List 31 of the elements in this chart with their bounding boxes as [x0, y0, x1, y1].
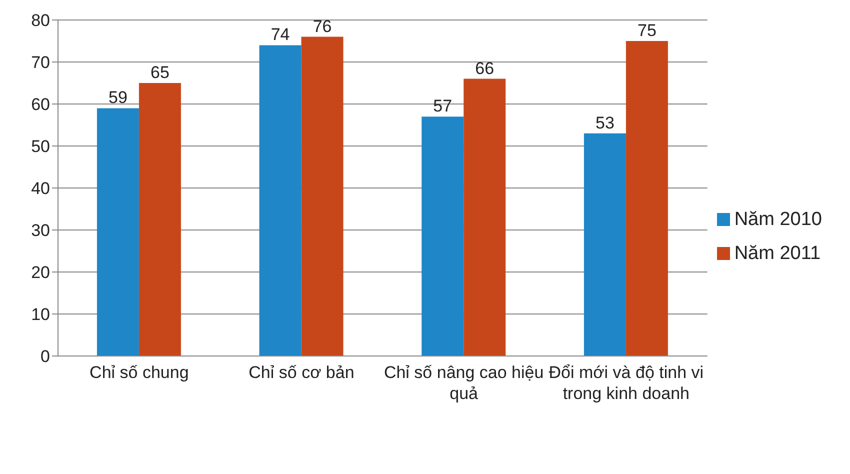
- y-tick-label: 80: [31, 11, 50, 30]
- y-tick-label: 20: [31, 263, 50, 282]
- bar: [96, 108, 139, 356]
- legend-label: Năm 2011: [734, 243, 821, 264]
- data-label: 76: [312, 16, 332, 36]
- y-tick-label: 0: [40, 347, 50, 366]
- x-tick-label: Chỉ số cơ bản: [248, 363, 354, 382]
- data-label: 65: [150, 63, 170, 82]
- x-tick-label: Chỉ số chung: [90, 363, 189, 382]
- data-label: 59: [108, 88, 128, 108]
- y-tick-label: 70: [31, 53, 50, 72]
- y-tick-label: 60: [31, 95, 50, 114]
- bar: [584, 133, 626, 356]
- data-label: 57: [433, 96, 452, 116]
- bar: [422, 116, 464, 356]
- y-tick-label: 10: [31, 305, 50, 324]
- bar: [301, 36, 344, 356]
- x-tick-label: Chỉ số nâng cao hiệu quả: [384, 363, 544, 403]
- bar: [464, 78, 506, 356]
- y-tick-label: 50: [31, 137, 50, 156]
- data-label: 66: [475, 58, 494, 78]
- bar: [626, 41, 668, 356]
- data-label: 74: [270, 25, 290, 44]
- bar: [259, 45, 302, 356]
- y-tick-label: 40: [31, 179, 50, 198]
- bar: [138, 83, 181, 356]
- legend-label: Năm 2010: [734, 209, 822, 230]
- data-label: 53: [595, 113, 614, 132]
- y-tick-label: 30: [31, 221, 50, 240]
- x-tick-label: Đổi mới và độ tinh vi trong kinh doanh: [548, 363, 704, 403]
- data-label: 75: [637, 21, 656, 40]
